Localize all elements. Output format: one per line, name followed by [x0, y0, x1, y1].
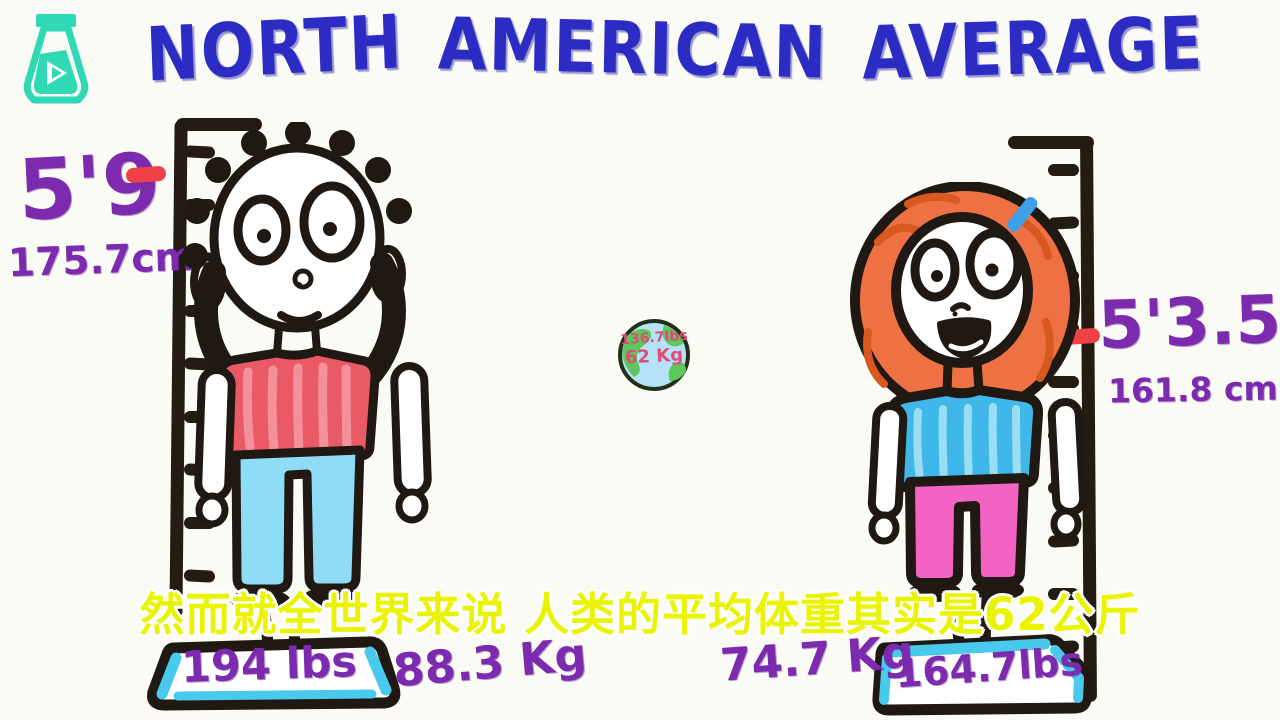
flask-play-logo-icon [23, 14, 89, 104]
title-word: AMERICAN [436, 2, 829, 95]
male-height-imperial: 5'9 [15, 134, 164, 240]
title-word: AVERAGE [860, 0, 1205, 97]
woman-figure [850, 182, 1088, 602]
man-scale [147, 610, 401, 711]
subtitle-caption: 然而就全世界来说 人类的平均体重其实是62公斤 [139, 588, 1141, 641]
earth-icon [618, 319, 690, 391]
female-height-metric: 161.8 cm [1107, 368, 1279, 411]
world-weight-kg: 62 Kg [624, 344, 684, 369]
ruler-right-cap [1008, 136, 1094, 149]
female-height-imperial: 5'3.5 [1096, 280, 1280, 365]
woman-scale [872, 598, 1093, 716]
title-word: NORTH [144, 0, 406, 99]
man-figure [182, 122, 432, 611]
page-title: NORTH AMERICAN AVERAGE [70, 0, 1280, 98]
ruler-left-cap [176, 118, 262, 131]
male-scale-weight: 194 lbs [180, 636, 358, 694]
